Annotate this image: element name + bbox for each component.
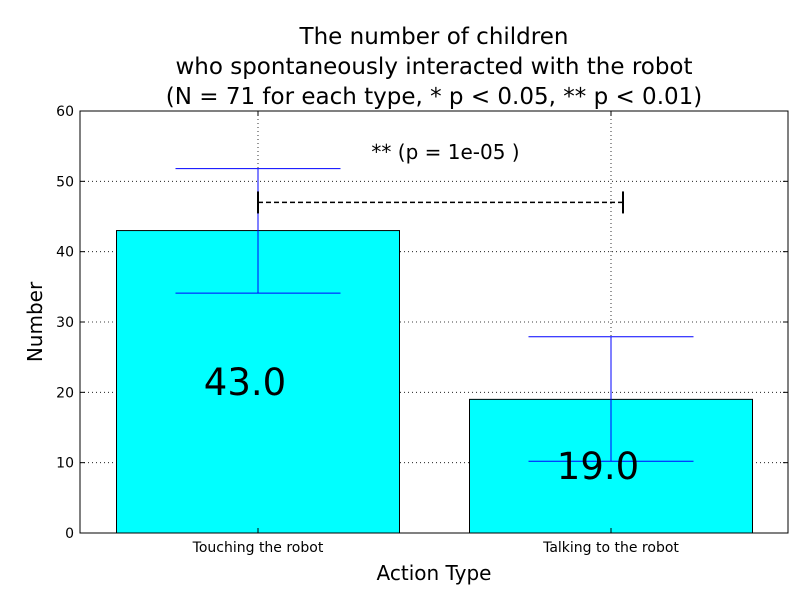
bar-value-label: 19.0 [557,445,639,488]
bar-value-label: 43.0 [204,361,286,404]
error-bars [175,168,694,462]
x-tick-label: Touching the robot [192,540,324,556]
y-tick-label: 50 [56,174,74,190]
y-axis-label: Number [23,281,47,362]
significance-label: ** (p = 1e-05 ) [371,140,519,164]
chart-title-line-1: The number of children [299,24,569,50]
y-tick-label: 40 [56,245,74,261]
significance-annotation: ** (p = 1e-05 ) [257,140,624,214]
y-axis-ticks: 0 10 20 30 40 50 60 [56,104,788,542]
x-axis-ticks: Touching the robot Talking to the robot [192,111,679,556]
x-axis-label: Action Type [377,561,492,585]
y-tick-label: 10 [56,456,74,472]
y-tick-label: 20 [56,385,74,401]
data-labels: 43.0 19.0 [204,361,639,488]
chart-title-line-2: who spontaneously interacted with the ro… [175,54,692,80]
y-tick-label: 0 [65,526,74,542]
y-tick-label: 30 [56,315,74,331]
y-tick-label: 60 [56,104,74,120]
x-tick-label: Talking to the robot [542,540,679,556]
chart-title-line-3: (N = 71 for each type, * p < 0.05, ** p … [166,84,703,110]
